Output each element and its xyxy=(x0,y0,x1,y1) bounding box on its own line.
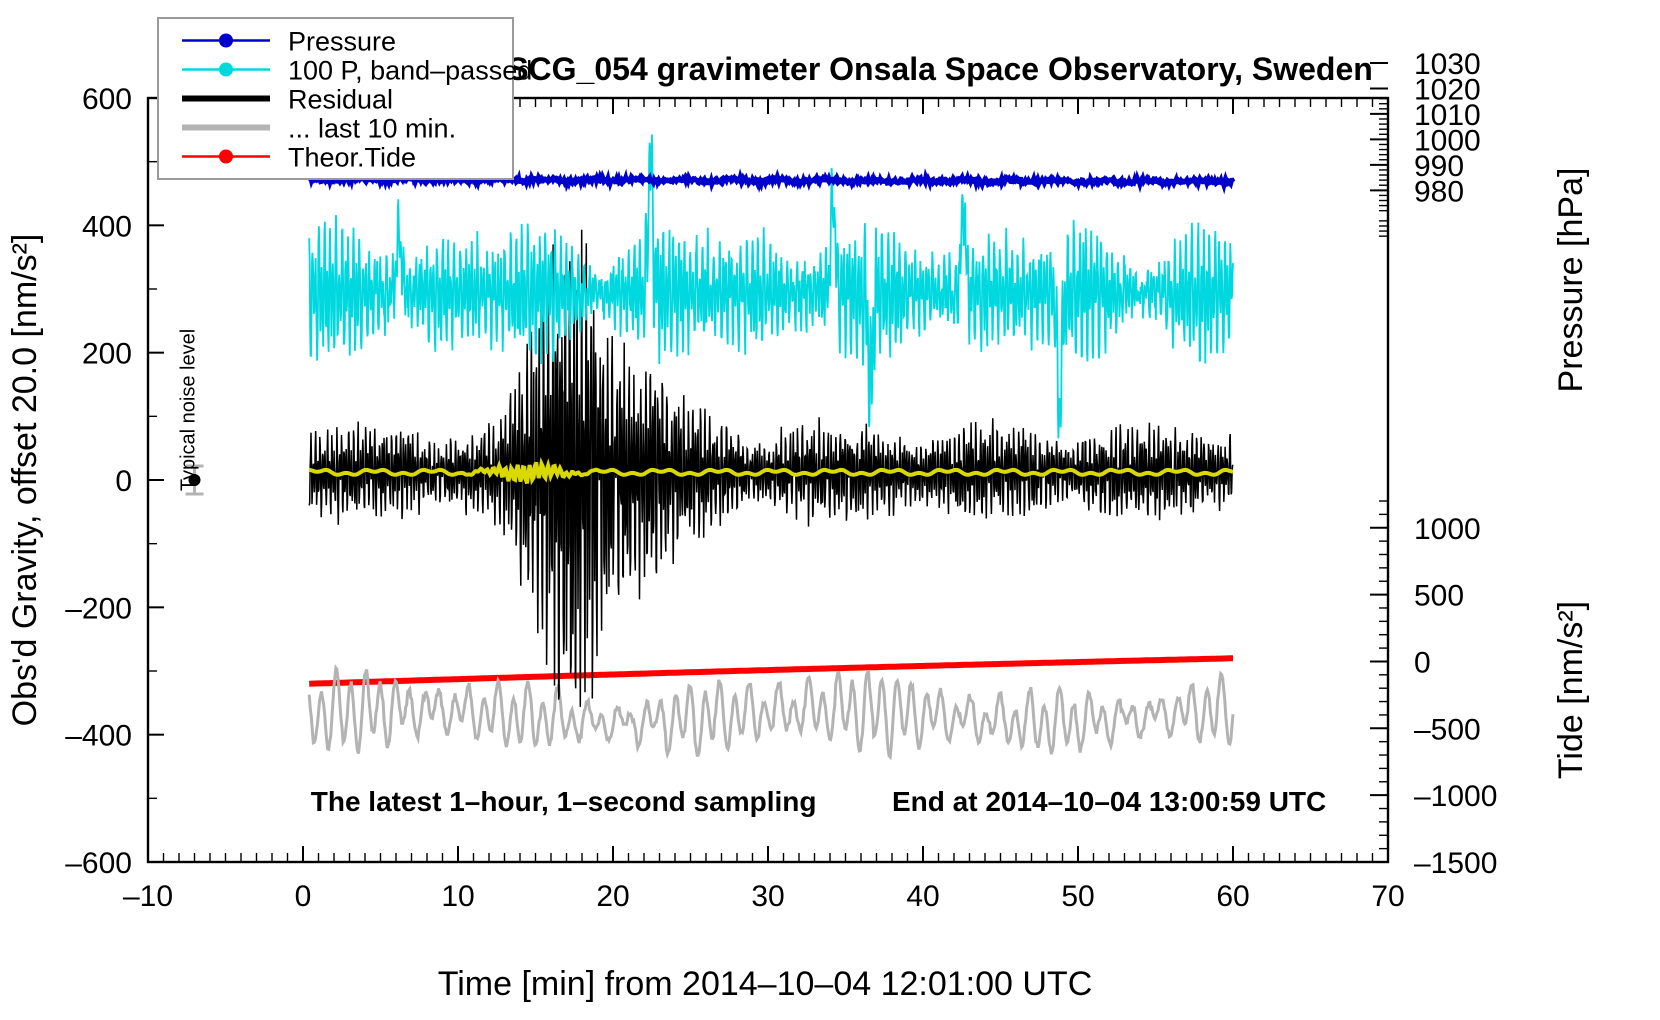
x-axis: –10 0 10 20 30 40 50 60 70 xyxy=(123,98,1405,913)
chart-annotations: Typical noise level The latest 1–hour, 1–… xyxy=(178,329,1327,817)
legend-label-4: Theor.Tide xyxy=(288,143,416,173)
x-tick-label: 40 xyxy=(906,880,939,913)
tide-tick-label: 500 xyxy=(1414,580,1464,613)
x-tick-label: 70 xyxy=(1371,880,1404,913)
tide-tick-label: 0 xyxy=(1414,646,1431,679)
series-theor-tide xyxy=(309,655,1233,687)
legend-marker-1 xyxy=(219,62,233,77)
legend-label-2: Residual xyxy=(288,85,393,115)
pressure-tick-label: 1030 xyxy=(1414,48,1481,81)
pressure-tick-label: 980 xyxy=(1414,175,1464,208)
legend-label-0: Pressure xyxy=(288,27,396,57)
x-tick-label: –10 xyxy=(123,880,173,913)
legend-marker-0 xyxy=(219,33,233,48)
typical-noise-marker xyxy=(185,464,204,496)
x-tick-label: 10 xyxy=(441,880,474,913)
legend-marker-4 xyxy=(219,149,233,164)
tide-tick-label: –1500 xyxy=(1414,847,1497,880)
y-axis-tide: –1500 –1000 –500 0 500 1000 xyxy=(1370,500,1497,880)
y-tick-label: 400 xyxy=(82,210,132,243)
tide-tick-label: –500 xyxy=(1414,713,1481,746)
y-tick-label: 600 xyxy=(82,83,132,116)
noise-center-dot xyxy=(188,474,201,486)
y-axis-title-pressure: Pressure [hPa] xyxy=(1552,168,1590,393)
x-tick-label: 60 xyxy=(1216,880,1249,913)
chart-title: SCG_054 gravimeter Onsala Space Observat… xyxy=(507,51,1373,87)
series-last-10-min xyxy=(307,663,1235,761)
y-axis-title: Obs'd Gravity, offset 20.0 [nm/s²] xyxy=(6,234,44,727)
data-series-layer xyxy=(307,134,1236,761)
y-tick-label: –400 xyxy=(65,720,132,753)
legend-label-3: ... last 10 min. xyxy=(288,114,456,144)
tide-tick-label: 1000 xyxy=(1414,513,1481,546)
y-axis-left: –600 –400 –200 0 200 400 600 xyxy=(65,83,164,880)
x-axis-title: Time [min] from 2014–10–04 12:01:00 UTC xyxy=(438,965,1093,1003)
y-tick-label: –600 xyxy=(65,847,132,880)
x-tick-label: 20 xyxy=(596,880,629,913)
x-tick-label: 30 xyxy=(751,880,784,913)
end-time-note: End at 2014–10–04 13:00:59 UTC xyxy=(892,786,1326,817)
pressure-tick-label: 990 xyxy=(1414,150,1464,183)
series-residual xyxy=(308,229,1234,707)
pressure-tick-label: 1010 xyxy=(1414,99,1481,132)
y-tick-label: 200 xyxy=(82,338,132,371)
series-band-passed xyxy=(308,134,1234,439)
tide-tick-label: –1000 xyxy=(1414,780,1497,813)
x-tick-label: 0 xyxy=(295,880,312,913)
sampling-note: The latest 1–hour, 1–second sampling xyxy=(311,786,817,817)
pressure-tick-label: 1020 xyxy=(1414,73,1481,106)
series-smoothed-residual xyxy=(308,456,1234,486)
y-axis-title-tide: Tide [nm/s²] xyxy=(1552,601,1590,779)
legend-label-1: 100 P, band–passed xyxy=(288,56,532,86)
y-tick-label: –200 xyxy=(65,592,132,625)
x-tick-label: 50 xyxy=(1061,880,1094,913)
pressure-tick-label: 1000 xyxy=(1414,124,1481,157)
y-tick-label: 0 xyxy=(115,465,132,498)
noise-level-label: Typical noise level xyxy=(178,329,200,491)
